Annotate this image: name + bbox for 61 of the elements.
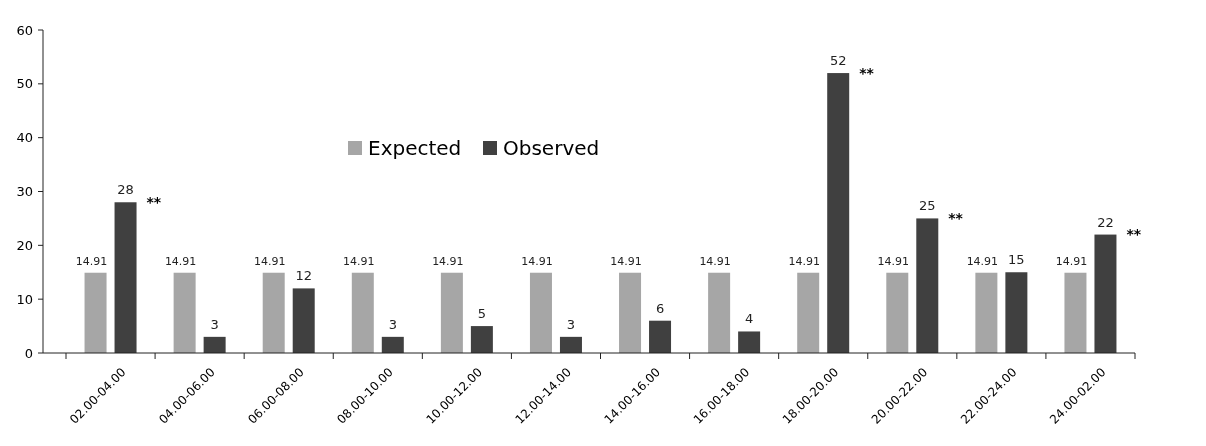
legend-label: Observed bbox=[503, 136, 600, 160]
bar bbox=[529, 272, 552, 353]
bar bbox=[173, 272, 196, 353]
annotation: ** bbox=[146, 194, 162, 211]
data-label: 14.91 bbox=[164, 254, 197, 268]
bar bbox=[470, 326, 493, 353]
bar bbox=[1064, 272, 1087, 353]
bar bbox=[827, 73, 850, 353]
data-label: 14.91 bbox=[432, 254, 464, 268]
data-label: 5 bbox=[477, 306, 487, 322]
data-label: 52 bbox=[829, 53, 847, 69]
bar bbox=[916, 218, 939, 353]
data-label: 14.91 bbox=[610, 254, 642, 268]
bar bbox=[114, 202, 137, 353]
bar bbox=[738, 331, 761, 353]
data-label: 14.91 bbox=[343, 254, 375, 268]
data-label: 3 bbox=[210, 316, 219, 332]
bar bbox=[203, 336, 226, 353]
y-tick-label: 0 bbox=[24, 345, 33, 361]
bar bbox=[292, 288, 315, 353]
data-label: 14.91 bbox=[877, 254, 910, 268]
data-label: 3 bbox=[388, 316, 397, 332]
bar bbox=[262, 272, 285, 353]
legend-label: Expected bbox=[368, 136, 462, 160]
data-label: 25 bbox=[919, 198, 936, 214]
y-tick-label: 40 bbox=[16, 130, 33, 146]
data-label: 22 bbox=[1097, 214, 1114, 230]
data-label: 3 bbox=[566, 316, 576, 332]
bar bbox=[440, 272, 463, 353]
bar bbox=[649, 320, 672, 353]
y-tick-label: 10 bbox=[16, 291, 33, 307]
data-label: 14.91 bbox=[788, 254, 820, 268]
data-label: 12 bbox=[295, 268, 312, 284]
bar bbox=[619, 272, 642, 353]
y-tick-label: 20 bbox=[16, 237, 33, 253]
bar bbox=[84, 272, 107, 353]
bar bbox=[886, 272, 909, 353]
annotation: ** bbox=[948, 210, 964, 227]
data-label: 14.91 bbox=[253, 254, 286, 268]
bar bbox=[351, 272, 374, 353]
data-label: 14.91 bbox=[1055, 254, 1088, 268]
y-tick-label: 30 bbox=[16, 184, 33, 200]
annotation: ** bbox=[859, 64, 875, 81]
bar bbox=[1094, 234, 1117, 353]
data-label: 14.91 bbox=[966, 254, 999, 268]
data-label: 4 bbox=[744, 311, 754, 327]
data-label: 14.91 bbox=[521, 254, 553, 268]
annotation: ** bbox=[1126, 226, 1142, 243]
bar bbox=[559, 336, 582, 353]
data-label: 14.91 bbox=[75, 254, 108, 268]
bar bbox=[1005, 272, 1028, 353]
bar bbox=[708, 272, 731, 353]
y-tick-label: 50 bbox=[16, 76, 33, 92]
bar bbox=[975, 272, 998, 353]
data-label: 15 bbox=[1008, 252, 1025, 268]
bar bbox=[797, 272, 820, 353]
data-label: 28 bbox=[117, 182, 134, 198]
bar bbox=[381, 336, 404, 353]
data-label: 6 bbox=[655, 300, 665, 316]
data-label: 14.91 bbox=[699, 254, 731, 268]
y-tick-label: 60 bbox=[16, 22, 33, 38]
